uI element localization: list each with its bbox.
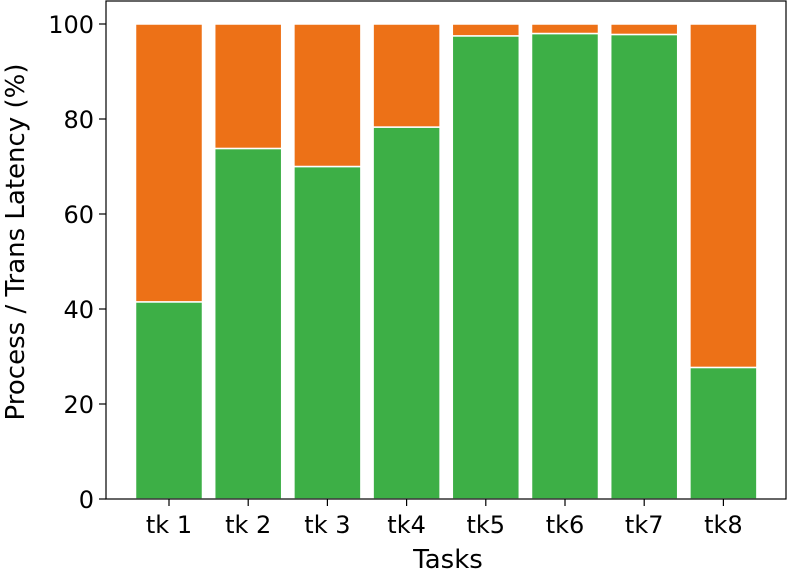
y-tick-label: 100 <box>48 11 94 39</box>
bar-segment-process-3 <box>372 126 441 500</box>
x-tick-label: tk4 <box>387 511 426 539</box>
bar-segment-trans-4 <box>451 23 521 37</box>
y-tick-label: 40 <box>63 296 94 324</box>
y-axis-ticks: 0 20 40 60 80 100 <box>48 11 106 514</box>
bar-segment-trans-6 <box>609 23 679 36</box>
x-tick-label: tk6 <box>546 511 585 539</box>
bar-segment-process-1 <box>213 147 283 500</box>
bar-segment-trans-2 <box>293 23 362 168</box>
x-axis-ticks: tk 1 tk 2 tk 3 tk4 tk5 tk6 tk7 tk8 <box>146 499 743 539</box>
x-tick-label: tk 1 <box>146 511 192 539</box>
bar-segment-process-0 <box>134 301 204 500</box>
x-axis-title: Tasks <box>412 545 483 575</box>
bar-segment-process-7 <box>689 366 758 500</box>
y-tick-label: 60 <box>63 201 94 229</box>
x-tick-label: tk 2 <box>225 511 271 539</box>
bar-segment-process-5 <box>530 32 600 500</box>
bar-segment-trans-7 <box>689 23 758 369</box>
y-tick-label: 0 <box>79 486 94 514</box>
y-tick-label: 80 <box>63 106 94 134</box>
bar-segment-process-4 <box>451 35 521 500</box>
plot-frame <box>105 0 787 500</box>
bar-segment-process-6 <box>609 33 679 500</box>
x-tick-label: tk7 <box>625 511 664 539</box>
y-tick-label: 20 <box>63 391 94 419</box>
bar-segment-trans-0 <box>134 23 204 303</box>
x-tick-label: tk 3 <box>304 511 350 539</box>
bar-segment-trans-1 <box>213 23 283 150</box>
bars-layer <box>134 23 758 500</box>
x-tick-label: tk5 <box>467 511 506 539</box>
bar-segment-process-2 <box>293 165 362 500</box>
y-axis-title: Process / Trans Latency (%) <box>1 64 31 421</box>
x-tick-label: tk8 <box>704 511 743 539</box>
bar-segment-trans-3 <box>372 23 441 128</box>
bar-segment-trans-5 <box>530 23 600 35</box>
